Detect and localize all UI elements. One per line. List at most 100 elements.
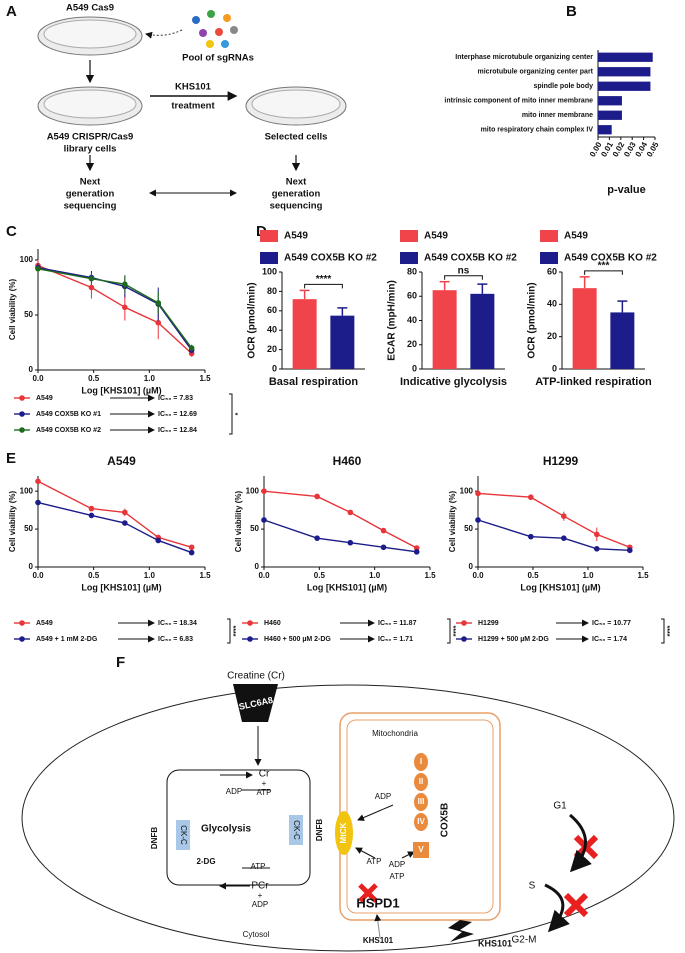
legend-marker bbox=[19, 411, 25, 417]
y-tick-label: 100 bbox=[20, 255, 34, 264]
significance-bracket bbox=[584, 270, 623, 275]
point bbox=[413, 549, 420, 555]
legend-label: A549 + 1 mM 2-DG bbox=[36, 636, 98, 643]
point bbox=[122, 304, 128, 311]
legend-swatch bbox=[260, 252, 278, 264]
bar bbox=[572, 288, 597, 369]
legend-label: A549 COX5B KO #2 bbox=[36, 427, 101, 434]
y-tick-label: 50 bbox=[250, 524, 259, 533]
sgrna bbox=[206, 40, 214, 48]
chart-title: H1299 bbox=[543, 454, 579, 468]
label: Glycolysis bbox=[201, 824, 251, 835]
sgrna bbox=[192, 16, 200, 24]
legend-label: H1299 bbox=[478, 620, 499, 627]
label: ADP bbox=[389, 860, 405, 869]
legend-marker bbox=[461, 620, 467, 626]
bar bbox=[598, 81, 651, 91]
label: Mitochondria bbox=[372, 729, 418, 738]
x-tick-label: 0.5 bbox=[314, 571, 326, 580]
label: ATP bbox=[390, 872, 405, 881]
x-axis-title: Indicative glycolysis bbox=[400, 376, 507, 388]
label: ATP bbox=[251, 862, 266, 871]
point bbox=[261, 488, 267, 494]
y-axis-title: Cell viability (%) bbox=[8, 490, 17, 552]
legend-swatch bbox=[260, 230, 278, 242]
point bbox=[155, 537, 162, 544]
label: ADP bbox=[226, 787, 242, 796]
significance-bracket bbox=[304, 283, 343, 289]
x-tick-label: 0.0 bbox=[32, 374, 44, 383]
y-tick-label: 0 bbox=[412, 363, 417, 373]
label: DNFB bbox=[315, 819, 324, 841]
point bbox=[528, 533, 534, 540]
bar bbox=[598, 110, 622, 120]
point bbox=[35, 478, 41, 485]
complex bbox=[414, 773, 428, 791]
panel-a: A549 Cas9 Pool of sgRNAs A549 CRISPR/Cas… bbox=[37, 3, 347, 212]
point bbox=[35, 499, 41, 506]
label: V bbox=[418, 845, 424, 854]
label: II bbox=[419, 777, 423, 786]
inhibition-mark bbox=[563, 892, 589, 918]
panel-label: F bbox=[116, 654, 125, 671]
dish bbox=[43, 89, 137, 119]
label: Next bbox=[286, 177, 307, 188]
point bbox=[561, 535, 567, 541]
category-label: mito respiratory chain complex IV bbox=[481, 127, 594, 134]
label: DNFB bbox=[150, 827, 159, 849]
y-axis-title: OCR (pmol/min) bbox=[527, 282, 538, 358]
y-axis-title: Cell viability (%) bbox=[234, 490, 243, 552]
series-line bbox=[37, 268, 193, 349]
label: MtCK bbox=[339, 822, 348, 843]
series-line bbox=[477, 519, 630, 552]
legend-swatch bbox=[400, 252, 418, 264]
complex bbox=[414, 753, 428, 771]
point bbox=[155, 319, 162, 326]
category-label: mito inner membrane bbox=[522, 112, 593, 119]
x-axis-title: Log [KHS101] (µM) bbox=[307, 582, 387, 592]
panel-label: C bbox=[6, 223, 17, 240]
ic50-label: IC₅₀ = 1.74 bbox=[592, 636, 627, 643]
x-axis-title: Basal respiration bbox=[269, 376, 359, 388]
y-tick-label: 100 bbox=[246, 486, 260, 495]
charts: Interphase microtubule organizing center… bbox=[8, 50, 670, 644]
y-tick-label: 0 bbox=[255, 562, 260, 571]
y-tick-label: 20 bbox=[547, 331, 557, 341]
y-tick-label: 100 bbox=[20, 486, 34, 495]
significance-bracket bbox=[227, 618, 231, 644]
ic50-label: IC₅₀ = 18.34 bbox=[158, 620, 197, 627]
series-line bbox=[37, 267, 193, 351]
x-tick-label: 1.5 bbox=[199, 374, 211, 383]
legend-marker bbox=[19, 620, 25, 626]
legend-label: A549 bbox=[36, 620, 53, 627]
legend-label: A549 COX5B KO #2 bbox=[284, 253, 377, 264]
legend-swatch bbox=[540, 230, 558, 242]
cycle-arrow bbox=[569, 813, 592, 873]
x-axis-title: Log [KHS101] (µM) bbox=[520, 582, 600, 592]
glycolysis-box bbox=[166, 769, 311, 886]
bar bbox=[598, 67, 651, 77]
x-tick-label: 1.0 bbox=[144, 374, 156, 383]
label: Selected cells bbox=[265, 132, 328, 143]
significance-bracket bbox=[447, 618, 451, 644]
point bbox=[88, 284, 95, 291]
ic50-label: IC₅₀ = 1.71 bbox=[378, 636, 413, 643]
bar bbox=[610, 312, 635, 369]
legend-label: A549 COX5B KO #2 bbox=[564, 253, 657, 264]
legend-marker bbox=[247, 636, 253, 642]
point bbox=[188, 345, 195, 351]
x-axis-title: p-value bbox=[607, 184, 646, 196]
category-label: spindle pole body bbox=[533, 83, 593, 90]
mtck bbox=[335, 811, 353, 855]
chart-title: H460 bbox=[333, 454, 362, 468]
y-tick-label: 0 bbox=[29, 562, 34, 571]
significance-label: **** bbox=[316, 274, 332, 285]
ic50-label: IC₅₀ = 12.69 bbox=[158, 411, 197, 418]
label: CK-C bbox=[292, 820, 301, 840]
panel-label: B bbox=[566, 3, 577, 20]
series-line bbox=[37, 264, 193, 355]
bar bbox=[432, 290, 457, 369]
drug-icon bbox=[448, 920, 474, 942]
y-tick-label: 0 bbox=[552, 363, 557, 373]
